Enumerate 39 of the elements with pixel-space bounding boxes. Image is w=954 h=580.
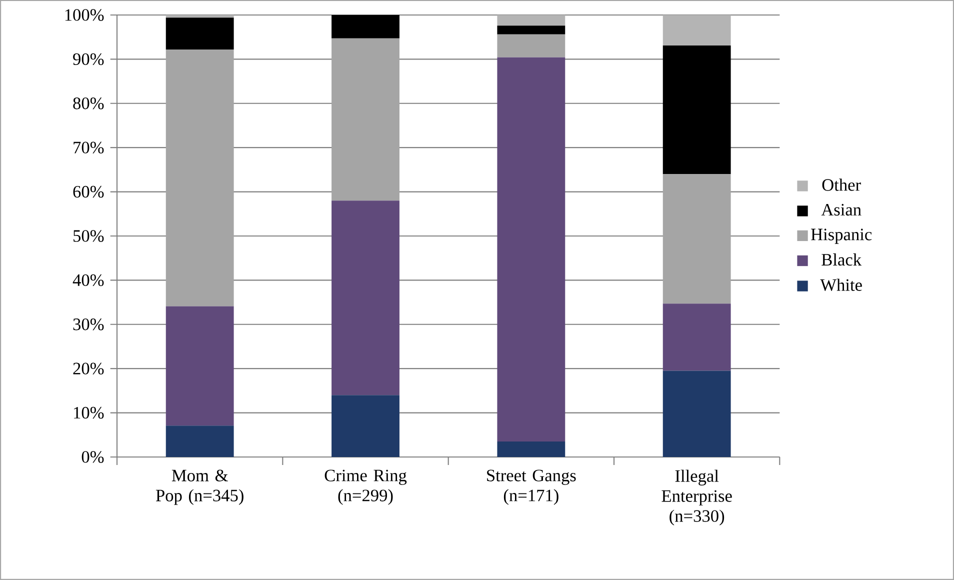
bar [662,45,731,174]
bar [497,34,566,58]
x-tick-label: Street Gangs (n=171) [487,470,576,505]
bar [497,26,566,34]
bar [166,14,234,18]
y-tick-label: 20% [73,362,104,374]
bar [662,304,731,371]
bar [497,442,566,457]
bar [332,14,400,38]
y-tick-label: 40% [72,274,104,286]
legend-label: Black [822,253,862,266]
y-tick-label: 0% [82,451,104,463]
y-tick-label: 30% [73,318,104,330]
y-tick-label: 60% [73,186,104,198]
y-tick-label: 100% [65,9,104,21]
bar [332,200,400,396]
bar [497,14,566,26]
y-tick-label: 80% [73,98,104,110]
bar [332,395,400,457]
y-tick-label: 70% [74,142,104,154]
legend-label: Hispanic [811,228,872,244]
bar [662,370,731,457]
legend-label: White [820,278,862,292]
legend-label: Other [822,178,861,191]
y-tick-label: 90% [73,53,104,66]
bar [497,57,566,442]
x-tick-label: Crime Ring (n=299) [324,470,407,505]
bar [166,426,234,457]
x-tick-label: Mom & Pop (n=345) [156,470,244,505]
bar [166,18,234,50]
y-tick-label: 10% [74,406,104,419]
bar [166,49,234,306]
bar [166,306,234,426]
legend-label: Asian [821,204,862,216]
bar [662,14,731,46]
bar [662,174,731,304]
x-tick-label: Illegal Enterprise (n=330) [662,470,732,526]
y-tick-label: 50% [74,230,104,242]
bar [332,38,400,201]
